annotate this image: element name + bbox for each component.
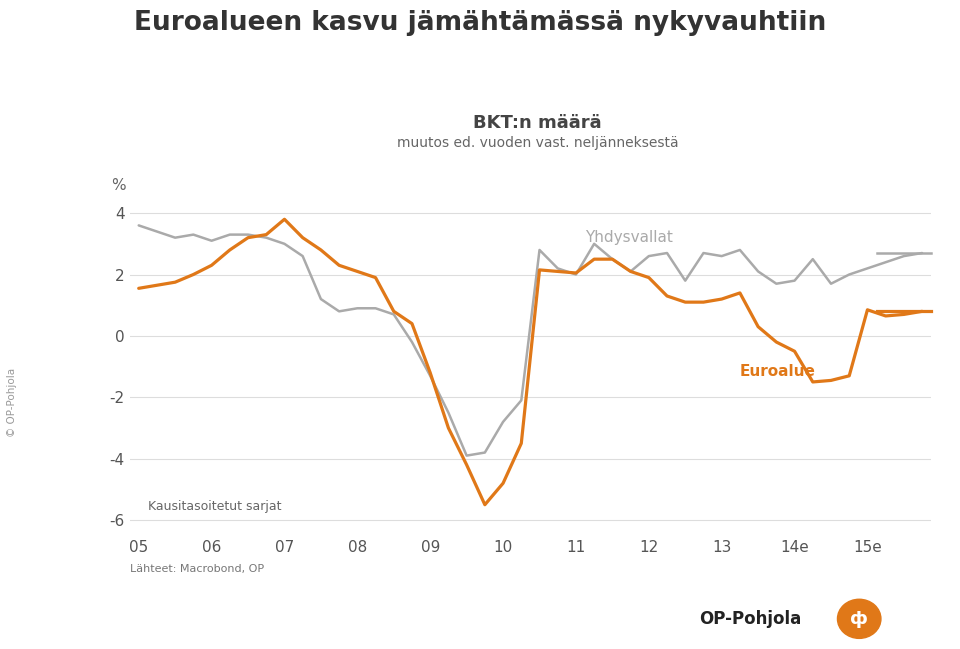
Text: Euroalueen kasvu jämähtämässä nykyvauhtiin: Euroalueen kasvu jämähtämässä nykyvauhti… bbox=[133, 10, 827, 36]
Text: © OP-Pohjola: © OP-Pohjola bbox=[7, 368, 16, 437]
Text: Lähteet: Macrobond, OP: Lähteet: Macrobond, OP bbox=[130, 565, 264, 574]
Text: %: % bbox=[111, 178, 126, 193]
Text: BKT:n määrä: BKT:n määrä bbox=[473, 114, 602, 132]
Text: OP-Pohjola: OP-Pohjola bbox=[699, 610, 802, 628]
Text: Euroalue: Euroalue bbox=[740, 363, 816, 379]
Text: Yhdysvallat: Yhdysvallat bbox=[585, 230, 673, 245]
Ellipse shape bbox=[837, 599, 881, 639]
Text: Kausitasoitetut sarjat: Kausitasoitetut sarjat bbox=[148, 500, 281, 513]
Text: ф: ф bbox=[851, 610, 868, 628]
Text: muutos ed. vuoden vast. neljänneksestä: muutos ed. vuoden vast. neljänneksestä bbox=[396, 136, 679, 151]
